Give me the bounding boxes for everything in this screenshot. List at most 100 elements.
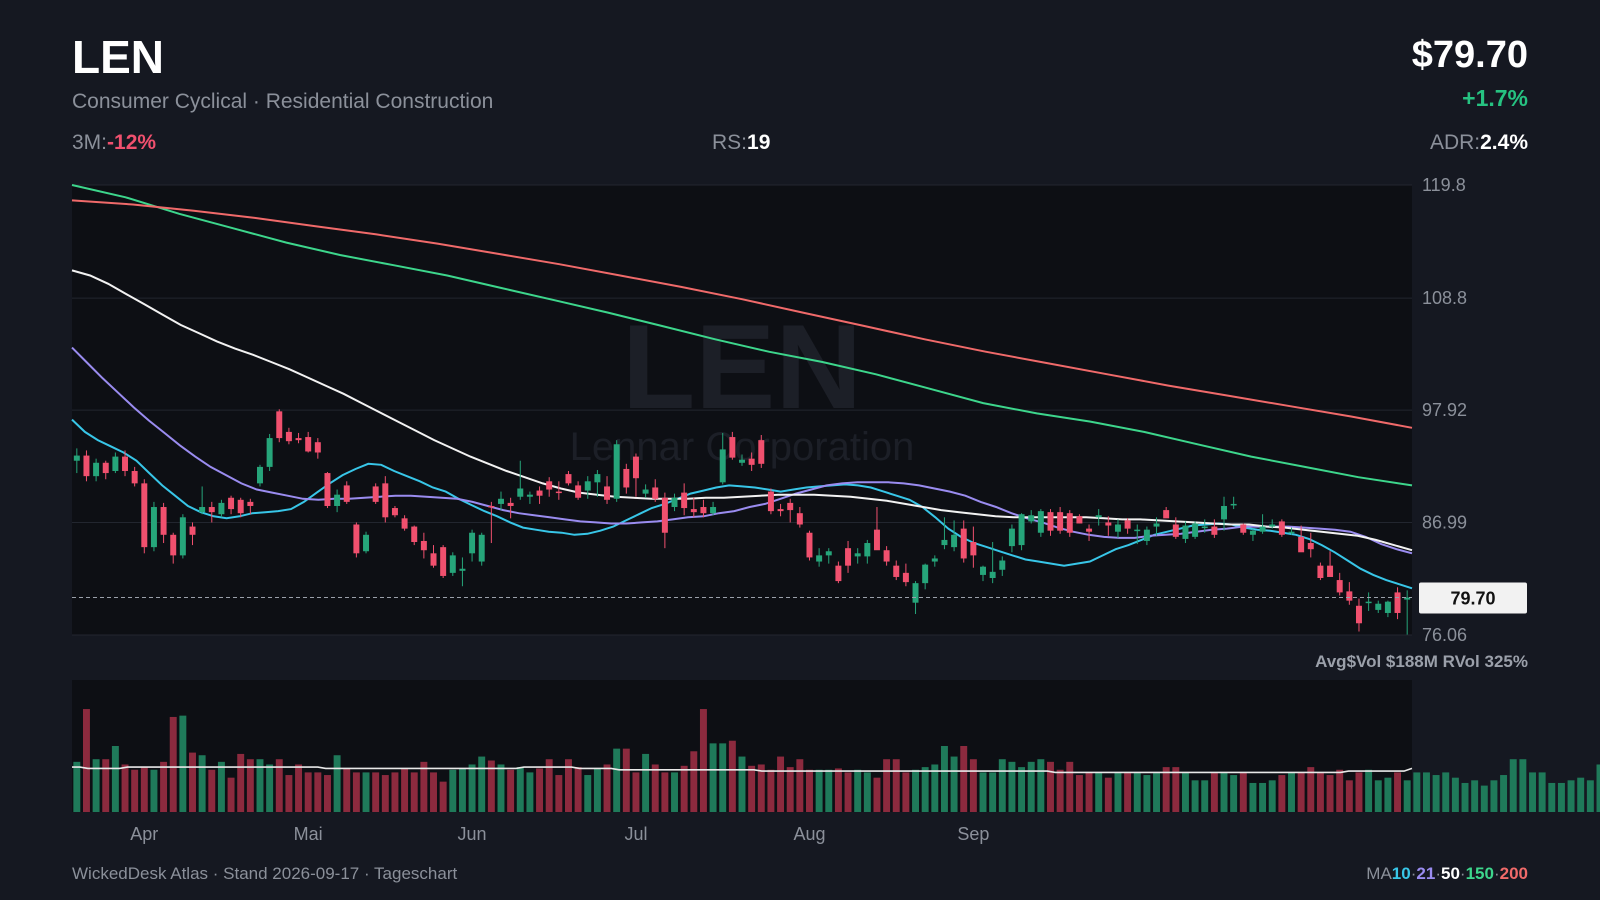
volume-bar — [1220, 772, 1228, 812]
volume-bar — [1394, 772, 1402, 812]
volume-bar — [82, 709, 90, 812]
volume-bar — [1037, 759, 1045, 812]
candle-body — [391, 508, 398, 516]
volume-bar — [1451, 777, 1459, 812]
volume-bar — [825, 769, 833, 812]
volume-bar — [343, 768, 351, 812]
candle-body — [102, 462, 109, 474]
volume-bar — [227, 777, 235, 812]
candle-body — [931, 558, 938, 562]
candle-body — [208, 507, 215, 513]
volume-bar — [719, 743, 727, 812]
volume-bar — [748, 765, 756, 812]
volume-average-line — [72, 766, 1413, 774]
volume-bar — [1075, 775, 1083, 812]
ma-legend-separator: · — [1410, 864, 1417, 883]
volume-bar — [950, 756, 958, 812]
volume-bar — [777, 756, 785, 812]
volume-bar — [1047, 761, 1054, 812]
candle-body — [1221, 505, 1228, 520]
candle-body — [661, 497, 668, 533]
month-label: Sep — [957, 824, 989, 844]
volume-bar — [1008, 761, 1016, 812]
candle-body — [623, 468, 630, 488]
candle-body — [334, 494, 341, 506]
volume-bar — [1548, 782, 1556, 812]
candle-body — [1230, 503, 1237, 506]
candle-body — [1028, 515, 1035, 522]
candle-body — [565, 474, 572, 484]
volume-bar — [1316, 772, 1324, 812]
candle-body — [440, 547, 447, 576]
candle-body — [912, 583, 919, 603]
volume-bar — [603, 764, 611, 812]
volume-bar — [468, 764, 476, 812]
volume-bar — [1326, 775, 1334, 812]
volume-bar — [699, 709, 707, 812]
candle-body — [449, 555, 456, 573]
y-tick-label: 86.99 — [1422, 513, 1467, 533]
last-price-label: 79.70 — [1450, 589, 1495, 609]
volume-bar — [92, 759, 100, 812]
candle-body — [632, 456, 639, 479]
volume-bar — [323, 775, 331, 812]
candle-body — [1259, 526, 1266, 532]
volume-bar — [1374, 780, 1382, 812]
volume-bar — [1442, 772, 1450, 812]
volume-bar — [362, 772, 370, 812]
volume-bar — [1278, 775, 1286, 812]
volume-bar — [661, 772, 669, 812]
month-label: Jul — [624, 824, 647, 844]
volume-bar — [1307, 767, 1315, 812]
volume-bar — [304, 772, 312, 812]
candle-body — [555, 491, 562, 494]
volume-bar — [73, 761, 81, 812]
candle-body — [1307, 543, 1314, 550]
candle-body — [1153, 523, 1160, 527]
volume-bar — [275, 759, 283, 812]
y-tick-label: 97.92 — [1422, 400, 1467, 420]
candle-body — [1105, 522, 1112, 526]
candle-body — [372, 486, 379, 502]
candle-body — [469, 532, 476, 554]
y-tick-label: 76.06 — [1422, 625, 1467, 645]
volume-bar — [613, 748, 621, 812]
volume-bar — [487, 760, 495, 812]
volume-bar — [1596, 764, 1600, 812]
candle-body — [1404, 597, 1411, 600]
candle-body — [922, 564, 929, 584]
candle-body — [295, 438, 302, 441]
candle-body — [787, 502, 794, 511]
volume-bar — [979, 772, 987, 812]
candle-body — [719, 449, 726, 483]
candle-body — [1057, 512, 1064, 531]
three-month-performance: 3M:-12% — [72, 131, 156, 155]
volume-bar — [1133, 772, 1141, 812]
volume-bar — [1066, 761, 1074, 812]
candle-body — [864, 543, 871, 557]
volume-bar — [111, 746, 119, 812]
candle-body — [430, 553, 437, 566]
candle-body — [324, 473, 331, 506]
month-label: Jun — [458, 824, 487, 844]
candle-body — [1240, 524, 1247, 533]
volume-bar — [1586, 780, 1594, 812]
month-label: Apr — [130, 824, 158, 844]
volume-bar — [574, 767, 582, 812]
volume-bar — [989, 772, 997, 812]
candle-body — [796, 513, 803, 525]
relative-strength: RS:19 — [712, 131, 770, 155]
perf-value: -12% — [107, 131, 157, 154]
candle-body — [767, 491, 774, 512]
volume-bar — [516, 767, 524, 812]
candle-body — [1008, 528, 1015, 547]
volume-bar — [458, 768, 466, 812]
volume-bar — [1104, 777, 1112, 812]
volume-bar — [1018, 767, 1026, 812]
volume-bar — [844, 772, 852, 812]
candle-body — [739, 459, 745, 463]
candle-body — [150, 507, 157, 548]
volume-bar — [1124, 772, 1132, 812]
candle-body — [1143, 529, 1150, 541]
